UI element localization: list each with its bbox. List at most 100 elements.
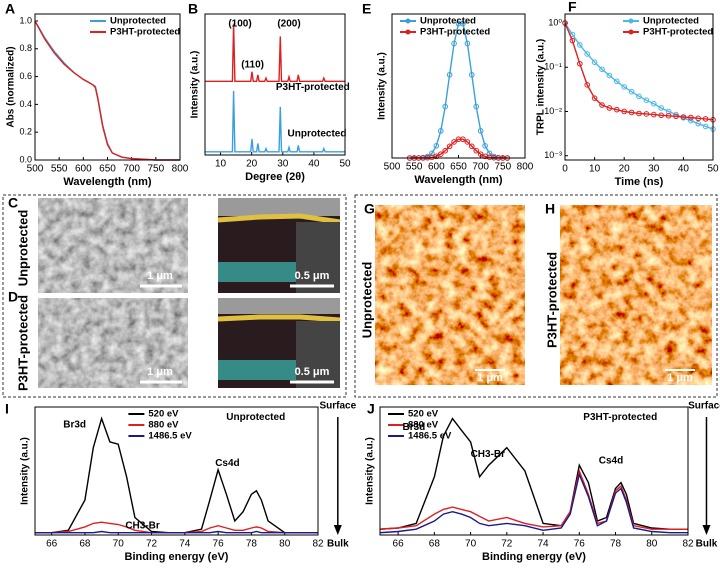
legend-label: P3HT-protected bbox=[110, 27, 180, 38]
legend-marker bbox=[628, 29, 634, 35]
marker bbox=[473, 103, 480, 110]
annotation: (100) bbox=[228, 19, 251, 30]
series-line bbox=[205, 90, 345, 153]
x-tick-label: 50 bbox=[707, 164, 719, 175]
plot-frame bbox=[379, 406, 689, 536]
panel-letter: F bbox=[568, 0, 577, 15]
marker bbox=[643, 111, 650, 117]
x-tick-label: 30 bbox=[277, 159, 289, 170]
series-line bbox=[205, 23, 345, 82]
marker bbox=[477, 128, 484, 134]
x-axis-label: Binding energy (eV) bbox=[125, 551, 229, 563]
marker bbox=[473, 147, 480, 154]
x-tick-label: 66 bbox=[46, 539, 58, 550]
marker bbox=[658, 112, 665, 119]
legend-label: P3HT-protected bbox=[420, 27, 490, 38]
x-tick-label: 550 bbox=[51, 164, 68, 175]
y-tick-label: 0.4 bbox=[19, 99, 32, 109]
marker bbox=[477, 151, 484, 157]
panel-frame bbox=[354, 194, 718, 398]
scale-bar-label: 1 μm bbox=[477, 372, 503, 384]
x-tick-label: 74 bbox=[179, 539, 191, 550]
x-tick-label: 650 bbox=[99, 164, 116, 175]
panel-letter: I bbox=[5, 401, 9, 417]
annotation: Br3d bbox=[402, 422, 425, 433]
x-tick-label: 10 bbox=[589, 164, 601, 175]
marker bbox=[437, 151, 444, 157]
annotation: Bulk bbox=[696, 539, 718, 550]
arrow-head bbox=[702, 525, 711, 535]
annotation: Unprotected bbox=[226, 412, 285, 423]
marker bbox=[591, 59, 598, 66]
series-line bbox=[35, 521, 318, 534]
x-tick-label: 80 bbox=[279, 539, 291, 550]
panel-letter: H bbox=[545, 201, 555, 217]
marker bbox=[584, 51, 591, 57]
annotation: CH3-Br bbox=[471, 449, 506, 460]
x-tick-label: 76 bbox=[574, 539, 586, 550]
x-axis-label: Wavelength (nm) bbox=[63, 176, 152, 188]
marker bbox=[569, 37, 576, 44]
x-tick-label: 72 bbox=[146, 539, 158, 550]
series-line bbox=[564, 22, 714, 121]
marker bbox=[702, 116, 709, 122]
x-tick-label: 0 bbox=[562, 164, 568, 175]
chart: B 10 20 30 40 50 Degree (2θ) Intensity (a.u.) (1… bbox=[188, 1, 351, 183]
cross-section bbox=[217, 298, 341, 388]
scale-bar-label: 1 μm bbox=[667, 372, 693, 384]
y-axis-label: TRPL intensity (a.u.) bbox=[536, 39, 547, 136]
legend-label: P3HT-protected bbox=[643, 27, 713, 38]
plot-frame bbox=[204, 13, 346, 156]
marker bbox=[442, 103, 449, 110]
marker bbox=[429, 150, 435, 157]
annotation: CH3-Br bbox=[125, 521, 160, 532]
sem-image bbox=[38, 298, 188, 388]
y-tick-label: 0.0 bbox=[19, 154, 32, 164]
marker bbox=[636, 93, 642, 100]
panel-letter: E bbox=[362, 1, 371, 17]
image-label: Unprotected bbox=[359, 262, 374, 339]
marker bbox=[695, 120, 702, 127]
legend-label: 1486.5 eV bbox=[148, 431, 192, 442]
marker bbox=[446, 71, 453, 78]
annotation: P3HT-protected bbox=[276, 82, 350, 93]
x-tick-label: 78 bbox=[246, 539, 258, 550]
plot-frame bbox=[564, 13, 714, 161]
x-tick-label: 600 bbox=[428, 162, 445, 173]
marker bbox=[651, 111, 657, 118]
x-tick-label: 500 bbox=[27, 164, 44, 175]
legend-label: Unprotected bbox=[420, 16, 476, 27]
marker bbox=[486, 150, 493, 157]
x-tick-label: 20 bbox=[619, 164, 631, 175]
x-tick-label: 600 bbox=[75, 164, 92, 175]
marker bbox=[651, 100, 657, 107]
x-axis-label: Degree (2θ) bbox=[245, 171, 305, 183]
x-tick-label: 750 bbox=[494, 162, 511, 173]
panel-letter: J bbox=[367, 401, 375, 417]
marker bbox=[628, 88, 635, 95]
legend-label: 1486.5 eV bbox=[408, 431, 452, 442]
afm-image bbox=[560, 205, 712, 385]
series-line bbox=[379, 468, 688, 530]
chart: A 500 550 600 650 700 750 800 0.0 0.2 0.4 0.6 0.8 1.0… bbox=[5, 1, 189, 188]
marker bbox=[628, 109, 635, 116]
marker bbox=[636, 110, 642, 117]
series-line bbox=[379, 472, 688, 534]
x-axis-label: Wavelength (nm) bbox=[414, 174, 503, 186]
marker bbox=[584, 82, 591, 88]
series-line bbox=[35, 530, 318, 534]
annotation: Bulk bbox=[327, 539, 349, 550]
x-tick-label: 82 bbox=[682, 539, 694, 550]
marker bbox=[688, 114, 694, 121]
x-tick-label: 750 bbox=[147, 164, 164, 175]
image-label: P3HT-protected bbox=[544, 252, 559, 348]
x-tick-label: 550 bbox=[406, 162, 423, 173]
marker bbox=[606, 72, 613, 79]
marker bbox=[599, 66, 605, 73]
legend-label: 520 eV bbox=[148, 409, 179, 420]
y-tick-label: 10⁻¹ bbox=[544, 62, 562, 72]
marker bbox=[451, 40, 457, 47]
x-tick-label: 40 bbox=[308, 159, 320, 170]
afm-image bbox=[375, 205, 525, 385]
